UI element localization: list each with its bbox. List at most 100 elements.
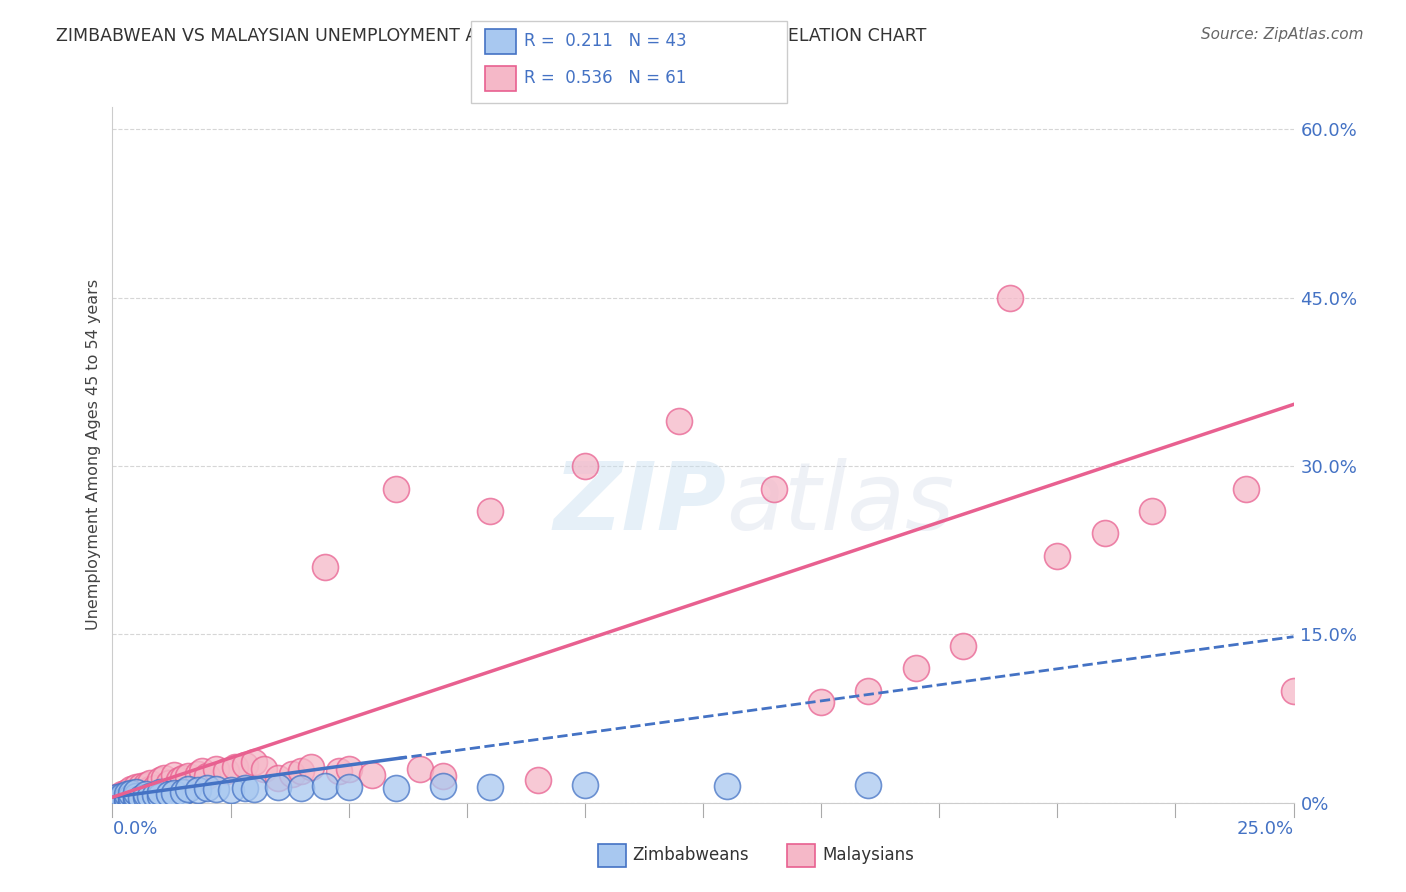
Text: Malaysians: Malaysians	[823, 847, 914, 864]
Point	[952, 639, 974, 653]
Point	[858, 778, 880, 792]
Point	[120, 789, 142, 803]
Point	[177, 769, 200, 783]
Text: Zimbabweans: Zimbabweans	[633, 847, 749, 864]
Point	[904, 661, 927, 675]
Point	[135, 784, 157, 798]
Text: 0.0%: 0.0%	[112, 820, 157, 838]
Point	[129, 779, 152, 793]
Point	[858, 683, 880, 698]
Point	[290, 764, 312, 779]
Point	[205, 782, 228, 797]
Point	[129, 791, 152, 805]
Point	[337, 780, 360, 794]
Point	[215, 764, 238, 779]
Point	[111, 787, 134, 801]
Point	[125, 792, 148, 806]
Point	[574, 778, 596, 792]
Point	[233, 781, 256, 796]
Point	[115, 795, 138, 809]
Point	[1046, 549, 1069, 563]
Point	[143, 781, 166, 796]
Point	[299, 760, 322, 774]
Point	[479, 504, 502, 518]
Point	[233, 757, 256, 772]
Point	[120, 786, 142, 800]
Text: R =  0.211   N = 43: R = 0.211 N = 43	[524, 32, 688, 50]
Point	[1140, 504, 1163, 518]
Point	[105, 793, 128, 807]
Point	[267, 780, 290, 794]
Point	[195, 781, 218, 796]
Point	[115, 784, 138, 798]
Point	[574, 459, 596, 474]
Point	[762, 482, 785, 496]
Point	[163, 786, 186, 800]
Point	[243, 756, 266, 770]
Point	[328, 764, 350, 779]
Point	[149, 784, 172, 798]
Point	[810, 695, 832, 709]
Point	[105, 790, 128, 805]
Point	[219, 783, 242, 797]
Point	[191, 764, 214, 779]
Point	[149, 773, 172, 788]
Point	[143, 788, 166, 802]
Point	[172, 784, 194, 798]
Text: 25.0%: 25.0%	[1236, 820, 1294, 838]
Point	[139, 782, 162, 797]
Point	[139, 789, 162, 803]
Point	[167, 773, 190, 788]
Y-axis label: Unemployment Among Ages 45 to 54 years: Unemployment Among Ages 45 to 54 years	[86, 279, 101, 631]
Point	[105, 790, 128, 805]
Point	[668, 414, 690, 428]
Point	[716, 779, 738, 793]
Point	[125, 784, 148, 798]
Point	[314, 779, 336, 793]
Point	[186, 766, 208, 780]
Point	[479, 780, 502, 794]
Point	[115, 791, 138, 805]
Point	[157, 787, 180, 801]
Point	[125, 788, 148, 802]
Point	[135, 778, 157, 792]
Point	[385, 482, 408, 496]
Point	[115, 790, 138, 805]
Point	[361, 768, 384, 782]
Point	[1282, 683, 1305, 698]
Point	[125, 789, 148, 803]
Point	[205, 762, 228, 776]
Point	[129, 787, 152, 801]
Point	[526, 773, 548, 788]
Point	[253, 762, 276, 776]
Point	[120, 790, 142, 805]
Point	[195, 769, 218, 783]
Point	[177, 782, 200, 797]
Point	[111, 793, 134, 807]
Point	[105, 792, 128, 806]
Point	[105, 795, 128, 809]
Text: R =  0.536   N = 61: R = 0.536 N = 61	[524, 70, 686, 87]
Point	[243, 782, 266, 797]
Point	[111, 789, 134, 803]
Text: Source: ZipAtlas.com: Source: ZipAtlas.com	[1201, 27, 1364, 42]
Point	[149, 784, 172, 798]
Point	[998, 291, 1021, 305]
Text: atlas: atlas	[727, 458, 955, 549]
Point	[172, 771, 194, 785]
Point	[111, 792, 134, 806]
Point	[432, 769, 454, 783]
Point	[139, 775, 162, 789]
Point	[281, 766, 304, 780]
Point	[163, 768, 186, 782]
Point	[267, 771, 290, 785]
Text: ZIMBABWEAN VS MALAYSIAN UNEMPLOYMENT AMONG AGES 45 TO 54 YEARS CORRELATION CHART: ZIMBABWEAN VS MALAYSIAN UNEMPLOYMENT AMO…	[56, 27, 927, 45]
Point	[115, 787, 138, 801]
Point	[149, 789, 172, 803]
Point	[153, 771, 176, 785]
Point	[186, 783, 208, 797]
Point	[290, 781, 312, 796]
Point	[101, 796, 124, 810]
Point	[157, 775, 180, 789]
Point	[224, 760, 246, 774]
